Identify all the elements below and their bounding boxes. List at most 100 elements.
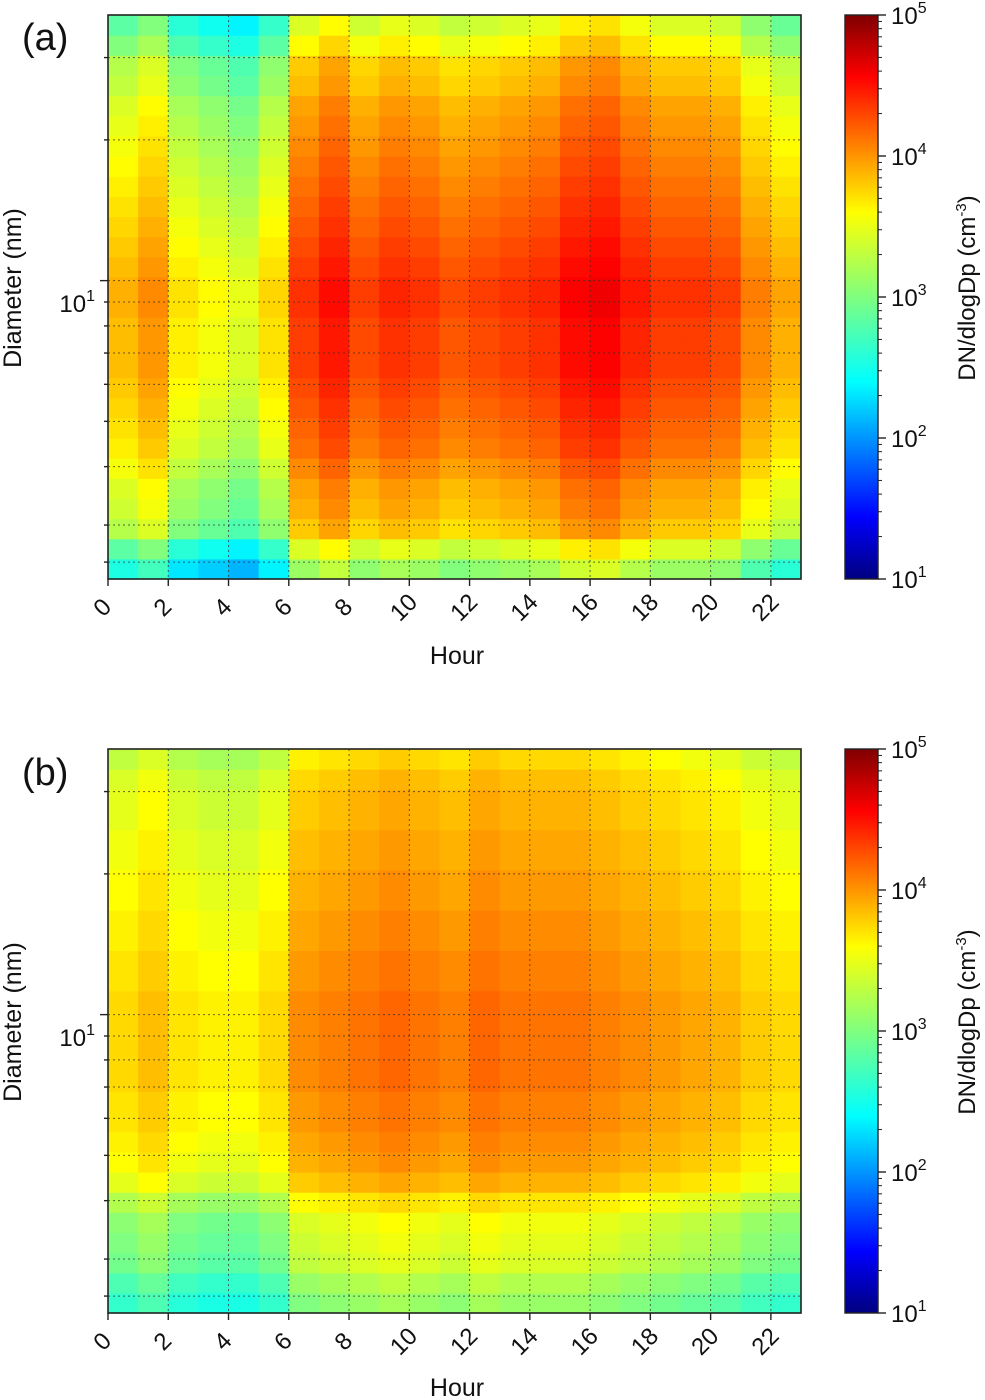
- panel-a-heatmap-cell: [559, 135, 591, 157]
- panel-b-heatmap-cell: [770, 1071, 802, 1093]
- panel-b-heatmap-cell: [740, 890, 772, 911]
- panel-b-heatmap-cell: [349, 769, 380, 790]
- panel-b-heatmap-cell: [559, 970, 591, 992]
- panel-a-heatmap-cell: [590, 478, 621, 500]
- panel-b-heatmap-cell: [409, 1252, 441, 1274]
- panel-a-heatmap-cell: [529, 135, 561, 157]
- panel-b-heatmap-cell: [168, 1172, 199, 1193]
- panel-a-heatmap-cell: [770, 135, 802, 157]
- panel-a-heatmap-cell: [138, 297, 169, 318]
- panel-b-heatmap-cell: [318, 1131, 350, 1153]
- panel-b-heatmap-cell: [469, 1051, 501, 1072]
- panel-a-heatmap-cell: [318, 115, 350, 137]
- panel-b-heatmap-cell: [469, 1292, 501, 1314]
- panel-b-heatmap-cell: [529, 1051, 561, 1072]
- panel-a-heatmap-cell: [138, 55, 169, 77]
- panel-b-heatmap-cell: [318, 1272, 350, 1294]
- panel-a-heatmap-cell: [710, 256, 742, 278]
- panel-a-heatmap-cell: [288, 357, 320, 379]
- panel-b-heatmap-cell: [409, 890, 441, 911]
- panel-b-heatmap-cell: [168, 769, 199, 790]
- panel-a-colorbar-tick-label: 103: [891, 282, 927, 312]
- panel-b-heatmap-cell: [499, 869, 531, 891]
- panel-b-heatmap-cell: [680, 990, 712, 1012]
- panel-a-heatmap-cell: [590, 297, 621, 318]
- panel-a-heatmap-cell: [349, 458, 380, 479]
- panel-a-heatmap-cell: [198, 176, 230, 197]
- panel-b-heatmap-cell: [650, 829, 682, 851]
- panel-a-heatmap-cell: [379, 156, 410, 177]
- panel-a-heatmap-cell: [288, 95, 320, 117]
- panel-b-heatmap-cell: [499, 990, 531, 1012]
- panel-a-heatmap-cell: [680, 176, 712, 197]
- panel-b-heatmap-cell: [559, 749, 591, 770]
- panel-a-heatmap-cell: [650, 176, 682, 197]
- panel-a-heatmap-cell: [228, 498, 260, 520]
- panel-a-heatmap-cell: [469, 176, 501, 197]
- panel-a-heatmap-cell: [228, 558, 260, 580]
- panel-b-colorbar-tick-label: 103: [891, 1016, 927, 1046]
- panel-a-heatmap-cell: [529, 478, 561, 500]
- panel-b-heatmap-cell: [740, 809, 772, 831]
- panel-b-heatmap-cell: [559, 1212, 591, 1234]
- panel-a-heatmap-cell: [680, 357, 712, 379]
- panel-b-heatmap-cell: [680, 1232, 712, 1254]
- panel-b-heatmap-cell: [108, 930, 139, 952]
- panel-b-heatmap-cell: [620, 789, 651, 811]
- panel-a-heatmap-cell: [228, 297, 260, 318]
- panel-a-heatmap-cell: [680, 317, 712, 338]
- panel-b-heatmap-cell: [228, 769, 260, 790]
- panel-a-heatmap-cell: [168, 397, 199, 419]
- panel-b-colorbar-tick-label: 104: [891, 875, 927, 905]
- panel-b-x-tick-label: 0: [88, 1327, 117, 1356]
- panel-b-heatmap-cell: [409, 769, 441, 790]
- panel-b-heatmap-cell: [379, 789, 410, 811]
- panel-b-heatmap-cell: [138, 910, 169, 931]
- panel-a-heatmap-cell: [740, 417, 772, 439]
- panel-a-heatmap-cell: [650, 236, 682, 258]
- panel-a-heatmap-cell: [710, 377, 742, 399]
- panel-b-x-tick-label: 10: [385, 1323, 423, 1361]
- panel-a-heatmap-cell: [499, 15, 531, 36]
- panel-b-heatmap-cell: [108, 1172, 139, 1193]
- panel-b-heatmap-cell: [349, 1232, 380, 1254]
- panel-a-heatmap-cell: [168, 438, 199, 459]
- panel-a-heatmap-cell: [439, 297, 471, 318]
- panel-b-heatmap-cell: [499, 1292, 531, 1314]
- panel-b-heatmap-cell: [138, 769, 169, 790]
- panel-b-heatmap-cell: [288, 1192, 320, 1213]
- panel-b-heatmap-cell: [499, 970, 531, 992]
- panel-b-heatmap-cell: [228, 910, 260, 931]
- panel-b-heatmap-cell: [228, 1172, 260, 1193]
- panel-a-heatmap-cell: [228, 417, 260, 439]
- panel-a-x-tick-label: 10: [385, 589, 423, 627]
- panel-a-heatmap-cell: [318, 216, 350, 238]
- panel-b-heatmap-cell: [590, 1010, 621, 1032]
- panel-b-heatmap-cell: [740, 970, 772, 992]
- panel-a-heatmap-cell: [349, 15, 380, 36]
- panel-b-heatmap-cell: [288, 1091, 320, 1113]
- panel-a-heatmap-cell: [349, 75, 380, 97]
- panel-a-heatmap-cell: [559, 397, 591, 419]
- panel-b-heatmap-cell: [590, 809, 621, 831]
- panel-b-heatmap-cell: [349, 990, 380, 1012]
- panel-a-heatmap-cell: [108, 176, 139, 197]
- panel-b-heatmap-cell: [529, 970, 561, 992]
- panel-b-heatmap-cell: [559, 769, 591, 790]
- panel-b-heatmap-cell: [770, 829, 802, 851]
- panel-b-heatmap-cell: [650, 769, 682, 790]
- panel-b-heatmap-cell: [318, 1071, 350, 1093]
- panel-b-heatmap-cell: [288, 769, 320, 790]
- panel-b-heatmap-cell: [529, 1031, 561, 1052]
- panel-a-heatmap-cell: [439, 317, 471, 338]
- panel-b-heatmap-cell: [198, 970, 230, 992]
- panel-b-heatmap-cell: [529, 1111, 561, 1133]
- panel-b-heatmap-cell: [770, 1172, 802, 1193]
- panel-a-heatmap-cell: [469, 156, 501, 177]
- panel-b-heatmap-cell: [499, 1091, 531, 1113]
- panel-a-heatmap-cell: [349, 538, 380, 560]
- panel-a-heatmap-cell: [198, 337, 230, 359]
- panel-b-heatmap-cell: [650, 1031, 682, 1052]
- panel-b-heatmap-cell: [620, 829, 651, 851]
- panel-a-heatmap-cell: [409, 196, 441, 218]
